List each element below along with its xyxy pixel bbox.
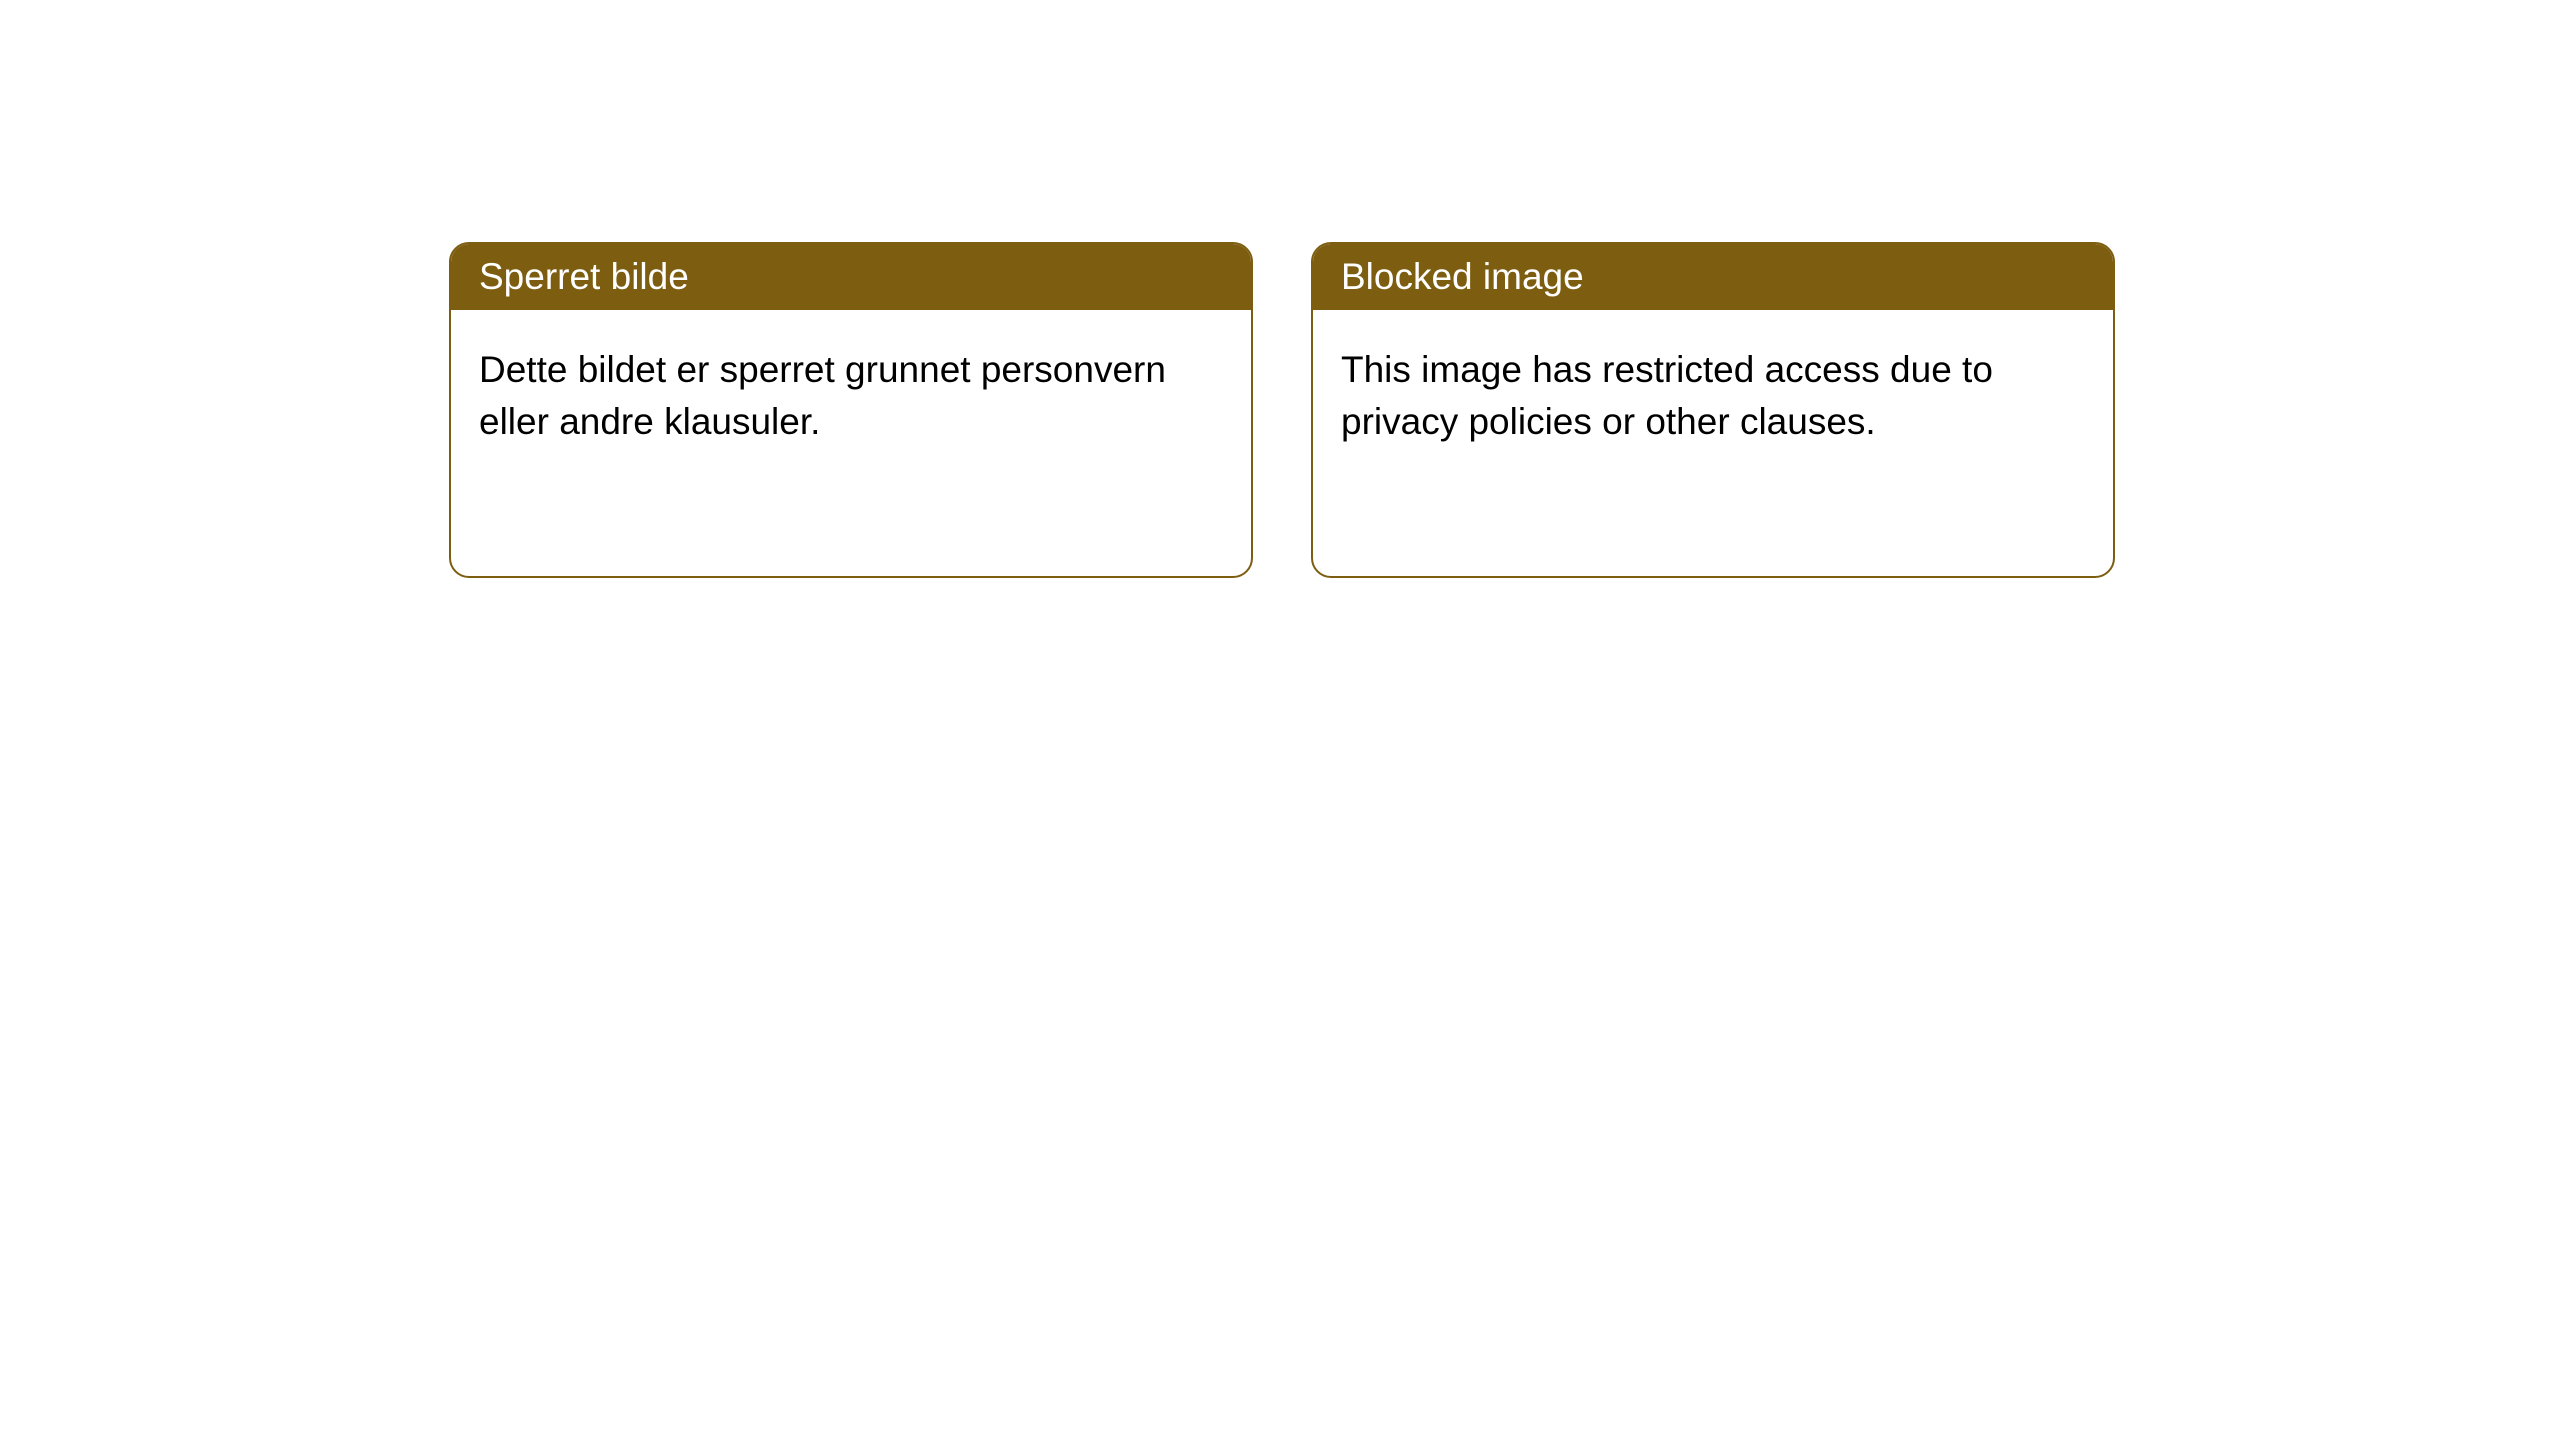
card-body-text: Dette bildet er sperret grunnet personve… xyxy=(479,349,1166,442)
card-body: Dette bildet er sperret grunnet personve… xyxy=(451,310,1251,482)
card-header: Sperret bilde xyxy=(451,244,1251,310)
card-body: This image has restricted access due to … xyxy=(1313,310,2113,482)
card-container: Sperret bilde Dette bildet er sperret gr… xyxy=(0,0,2560,578)
card-header: Blocked image xyxy=(1313,244,2113,310)
card-title: Blocked image xyxy=(1341,256,1584,297)
blocked-image-card-english: Blocked image This image has restricted … xyxy=(1311,242,2115,578)
card-body-text: This image has restricted access due to … xyxy=(1341,349,1993,442)
card-title: Sperret bilde xyxy=(479,256,689,297)
blocked-image-card-norwegian: Sperret bilde Dette bildet er sperret gr… xyxy=(449,242,1253,578)
